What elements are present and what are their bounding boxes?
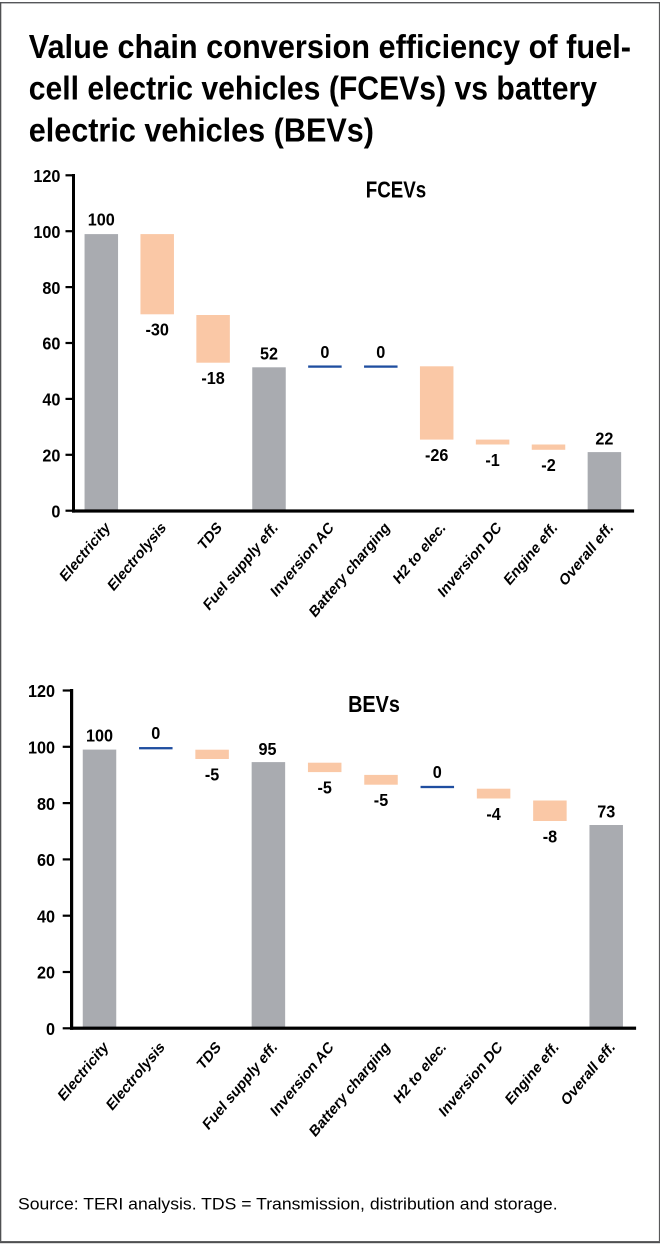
svg-text:0: 0: [51, 502, 60, 522]
svg-text:40: 40: [37, 907, 55, 927]
svg-text:Value chain conversion efficie: Value chain conversion efficiency of fue…: [29, 29, 631, 66]
svg-text:0: 0: [376, 342, 385, 362]
svg-text:0: 0: [151, 723, 160, 743]
svg-text:95: 95: [258, 739, 276, 759]
svg-text:Overall eff.: Overall eff.: [557, 519, 616, 590]
svg-text:Engine eff.: Engine eff.: [502, 519, 561, 589]
svg-text:-5: -5: [374, 790, 389, 810]
svg-text:FCEVs: FCEVs: [366, 176, 427, 202]
svg-text:-18: -18: [201, 368, 224, 388]
svg-text:H2 to elec.: H2 to elec.: [392, 1039, 450, 1108]
svg-text:-5: -5: [318, 778, 333, 798]
svg-text:20: 20: [42, 446, 60, 466]
svg-text:-4: -4: [486, 804, 501, 824]
svg-text:-30: -30: [145, 320, 168, 340]
svg-text:60: 60: [42, 334, 60, 354]
svg-text:-8: -8: [543, 827, 557, 847]
svg-text:BEVs: BEVs: [348, 691, 400, 717]
svg-text:120: 120: [33, 166, 60, 186]
svg-text:Electrolysis: Electrolysis: [104, 1039, 168, 1115]
svg-text:cell electric vehicles (FCEVs): cell electric vehicles (FCEVs) vs batter…: [29, 71, 598, 108]
svg-text:Source: TERI analysis. TDS = T: Source: TERI analysis. TDS = Transmissio…: [18, 1195, 558, 1214]
svg-text:100: 100: [88, 210, 115, 230]
svg-text:Electrolysis: Electrolysis: [106, 519, 170, 595]
svg-text:Electricity: Electricity: [56, 1038, 112, 1105]
svg-text:100: 100: [86, 726, 113, 746]
svg-text:22: 22: [595, 429, 613, 449]
svg-text:60: 60: [37, 850, 55, 870]
svg-text:Electricity: Electricity: [58, 519, 114, 586]
svg-text:120: 120: [28, 681, 55, 701]
svg-text:0: 0: [46, 1019, 55, 1039]
svg-text:electric vehicles (BEVs): electric vehicles (BEVs): [29, 112, 374, 149]
svg-text:TDS: TDS: [195, 1039, 224, 1074]
svg-text:0: 0: [433, 762, 442, 782]
svg-text:-26: -26: [425, 445, 448, 465]
svg-text:0: 0: [320, 342, 329, 362]
svg-text:100: 100: [28, 738, 55, 758]
svg-text:Overall eff.: Overall eff.: [559, 1039, 618, 1110]
svg-text:52: 52: [260, 344, 278, 364]
svg-text:80: 80: [37, 794, 55, 814]
svg-text:20: 20: [37, 963, 55, 983]
svg-text:40: 40: [42, 390, 60, 410]
svg-text:100: 100: [33, 222, 60, 242]
svg-text:H2 to elec.: H2 to elec.: [391, 519, 449, 588]
svg-text:-1: -1: [485, 450, 500, 470]
svg-text:73: 73: [597, 802, 615, 822]
svg-text:80: 80: [42, 278, 60, 298]
svg-text:-5: -5: [205, 765, 220, 785]
svg-text:Engine eff.: Engine eff.: [503, 1039, 562, 1109]
svg-text:-2: -2: [541, 455, 555, 475]
svg-text:TDS: TDS: [196, 519, 225, 554]
